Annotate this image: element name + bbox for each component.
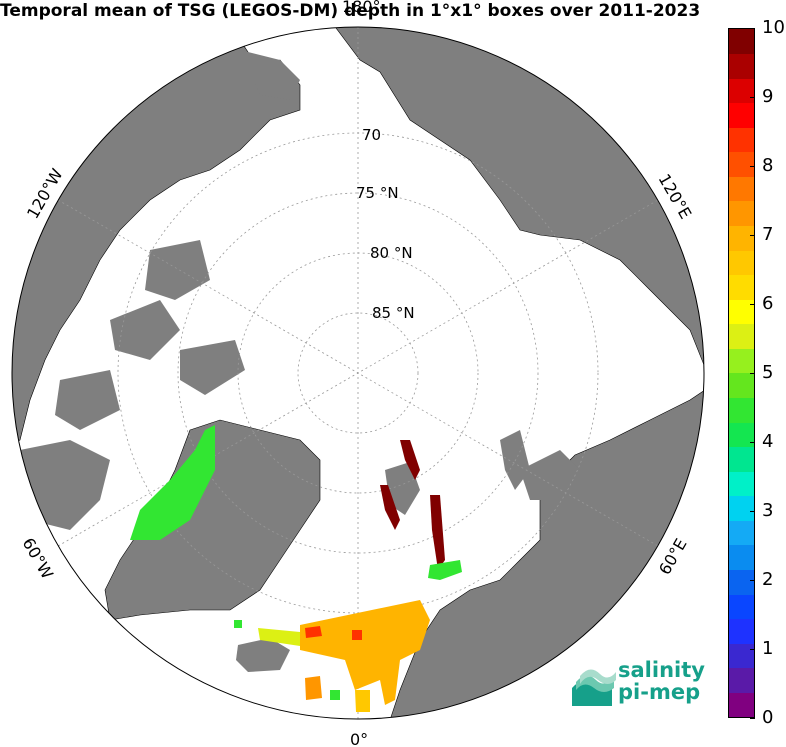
colorbar-segment xyxy=(729,348,754,374)
colorbar-tick-mark xyxy=(750,580,755,581)
data-cells-yellow-west xyxy=(258,628,300,646)
lat-labels: 70 75 °N 80 °N 85 °N xyxy=(356,126,415,322)
colorbar-tick-mark xyxy=(750,304,755,305)
colorbar-segment xyxy=(729,274,754,300)
data-cells-greenland xyxy=(130,425,215,540)
colorbar-tick-label: 10 xyxy=(762,17,785,38)
data-cells-south-green xyxy=(330,690,340,700)
lon-label-lower-left: 60°W xyxy=(19,535,58,583)
colorbar-segment xyxy=(729,323,754,349)
colorbar-segment xyxy=(729,299,754,325)
colorbar-tick-mark xyxy=(750,373,755,374)
land-kola xyxy=(520,450,580,500)
land-baffin xyxy=(20,440,110,530)
colorbar-tick-mark xyxy=(750,718,755,719)
colorbar-tick-mark xyxy=(750,649,755,650)
data-cells-norway-route xyxy=(430,495,445,570)
colorbar-segment xyxy=(729,127,754,153)
colorbar-tick-label: 3 xyxy=(762,500,774,521)
lon-label-top: 180° xyxy=(342,0,381,16)
land-iceland xyxy=(236,638,290,672)
land-archipelago-4 xyxy=(180,340,245,395)
colorbar-segment xyxy=(729,151,754,177)
colorbar-segment xyxy=(729,397,754,423)
colorbar-tick-mark xyxy=(750,166,755,167)
data-cells-south-orange-2 xyxy=(355,690,370,712)
land-archipelago-3 xyxy=(55,370,120,430)
data-cells-svalbard-route xyxy=(400,440,420,480)
colorbar-segment xyxy=(729,78,754,104)
colorbar-segment xyxy=(729,618,754,644)
colorbar-segment xyxy=(729,569,754,595)
logo-text-pimep: pi-mep xyxy=(618,680,701,704)
salinity-pimep-logo xyxy=(572,669,616,706)
colorbar-tick-label: 9 xyxy=(762,86,774,107)
data-cells-red-patch xyxy=(305,626,322,638)
colorbar-tick-label: 6 xyxy=(762,293,774,314)
colorbar-segment xyxy=(729,201,754,227)
land-svalbard xyxy=(385,462,420,515)
colorbar-segment xyxy=(729,692,754,718)
colorbar-segment xyxy=(729,495,754,521)
colorbar-tick-mark xyxy=(750,28,755,29)
land-archipelago-1 xyxy=(145,240,210,300)
land-chukotka xyxy=(240,50,300,100)
colorbar-segment xyxy=(729,667,754,693)
colorbar-tick-mark xyxy=(750,511,755,512)
colorbar-tick-label: 1 xyxy=(762,638,774,659)
colorbar-segment xyxy=(729,373,754,399)
globe-outline xyxy=(11,26,705,720)
lat-label-80: 80 °N xyxy=(370,244,413,262)
colorbar-tick-label: 4 xyxy=(762,431,774,452)
colorbar-segment xyxy=(729,446,754,472)
data-cells-north-sea-orange xyxy=(300,600,430,705)
land-novaya-zemlya xyxy=(500,430,530,490)
colorbar-segment xyxy=(729,29,754,55)
colorbar-segment xyxy=(729,471,754,497)
colorbar-tick-label: 7 xyxy=(762,224,774,245)
data-cells xyxy=(130,425,462,712)
colorbar xyxy=(728,28,755,718)
data-cells-svalbard-route-2 xyxy=(380,485,400,530)
graticule xyxy=(57,27,659,719)
lat-label-75: 75 °N xyxy=(356,184,399,202)
colorbar-segment xyxy=(729,422,754,448)
data-cells-south-orange xyxy=(305,676,322,700)
lat-label-85: 85 °N xyxy=(372,304,415,322)
data-cells-red-patch-2 xyxy=(352,630,362,640)
map-title: Temporal mean of TSG (LEGOS-DM) depth in… xyxy=(0,1,701,21)
land-archipelago-2 xyxy=(110,300,180,360)
colorbar-segment xyxy=(729,643,754,669)
lon-label-bottom: 0° xyxy=(350,730,368,747)
colorbar-segment xyxy=(729,520,754,546)
colorbar-tick-label: 5 xyxy=(762,362,774,383)
colorbar-tick-label: 2 xyxy=(762,569,774,590)
colorbar-tick-mark xyxy=(750,442,755,443)
colorbar-tick-label: 8 xyxy=(762,155,774,176)
data-cells-norway-green xyxy=(428,560,462,580)
colorbar-segment xyxy=(729,225,754,251)
colorbar-tick-mark xyxy=(750,97,755,98)
colorbar-tick-mark xyxy=(750,235,755,236)
colorbar-segment xyxy=(729,102,754,128)
colorbar-segment xyxy=(729,176,754,202)
colorbar-segment xyxy=(729,250,754,276)
colorbar-tick-label: 0 xyxy=(762,707,774,728)
lat-label-70: 70 xyxy=(362,126,381,144)
logo-text-salinity: salinity xyxy=(618,658,705,682)
data-cells-west-green xyxy=(234,620,242,628)
colorbar-segment xyxy=(729,545,754,571)
colorbar-segment xyxy=(729,594,754,620)
colorbar-segment xyxy=(729,53,754,79)
